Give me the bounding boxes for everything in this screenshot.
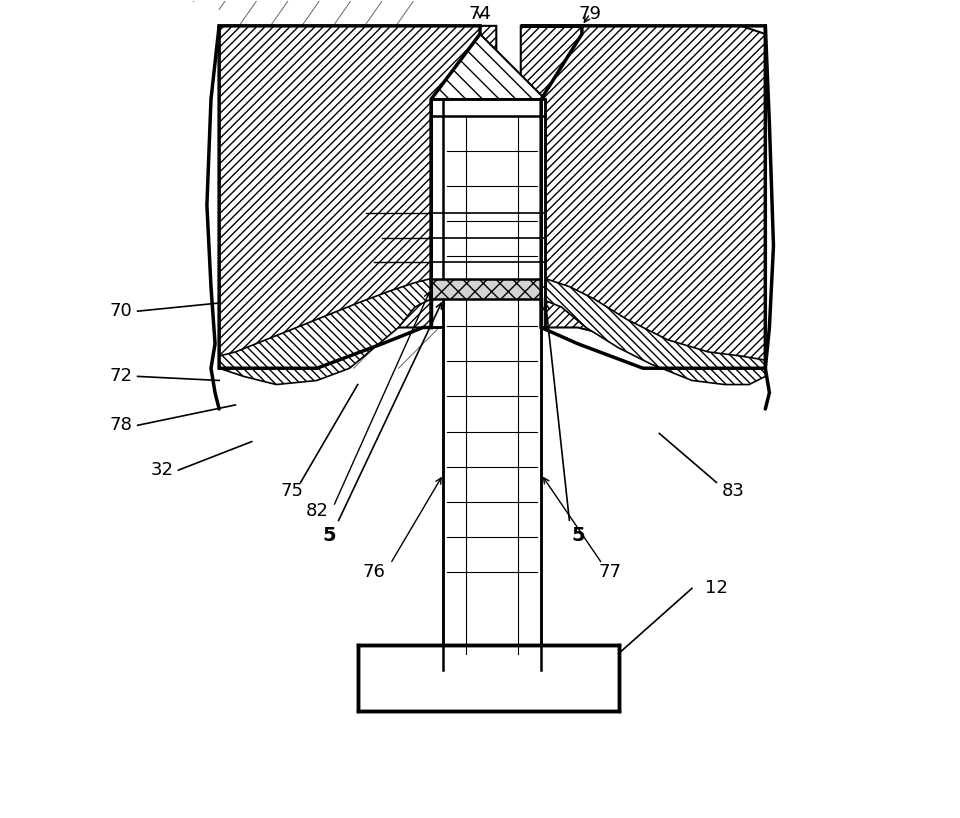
- Text: 78: 78: [109, 416, 132, 434]
- Bar: [444, 99, 541, 670]
- Text: 12: 12: [705, 579, 728, 597]
- Text: 5: 5: [571, 526, 585, 545]
- Text: 74: 74: [468, 5, 492, 23]
- Polygon shape: [219, 26, 496, 368]
- Text: 83: 83: [721, 482, 744, 500]
- Text: 75: 75: [281, 482, 304, 500]
- Text: 70: 70: [110, 302, 132, 320]
- Text: 82: 82: [305, 502, 328, 520]
- Text: 79: 79: [579, 5, 602, 23]
- Bar: [358, 645, 618, 711]
- Bar: [431, 279, 541, 299]
- Text: 76: 76: [363, 563, 386, 581]
- Text: 72: 72: [109, 367, 132, 385]
- Polygon shape: [219, 279, 431, 384]
- Polygon shape: [431, 99, 545, 327]
- Text: 32: 32: [151, 461, 174, 479]
- Polygon shape: [520, 26, 765, 368]
- Polygon shape: [541, 279, 765, 384]
- Text: 5: 5: [323, 526, 336, 545]
- Text: 77: 77: [599, 563, 622, 581]
- Polygon shape: [431, 34, 545, 99]
